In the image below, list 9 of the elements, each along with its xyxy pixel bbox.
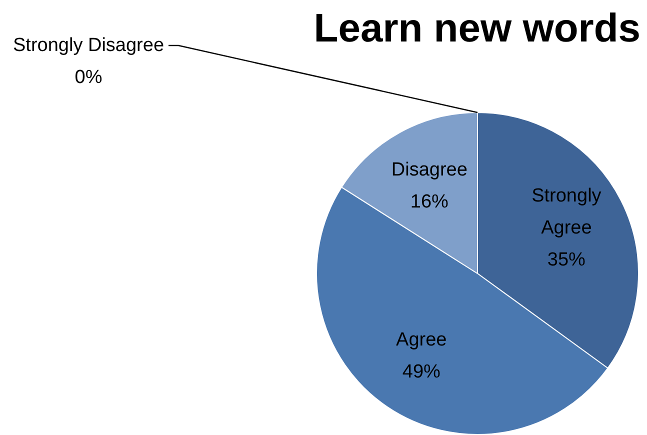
- slice-label: Agree: [396, 330, 447, 351]
- slice-label: Disagree: [391, 160, 468, 181]
- category-label: Strongly Disagree: [12, 35, 164, 56]
- data-label: 16%: [410, 192, 449, 213]
- slice-label: Strongly Agree: [532, 186, 602, 239]
- text: 0%: [74, 67, 102, 88]
- chart-title: Learn new words: [314, 6, 641, 50]
- data-label: 35%: [547, 250, 586, 271]
- data-label: 49%: [402, 362, 441, 383]
